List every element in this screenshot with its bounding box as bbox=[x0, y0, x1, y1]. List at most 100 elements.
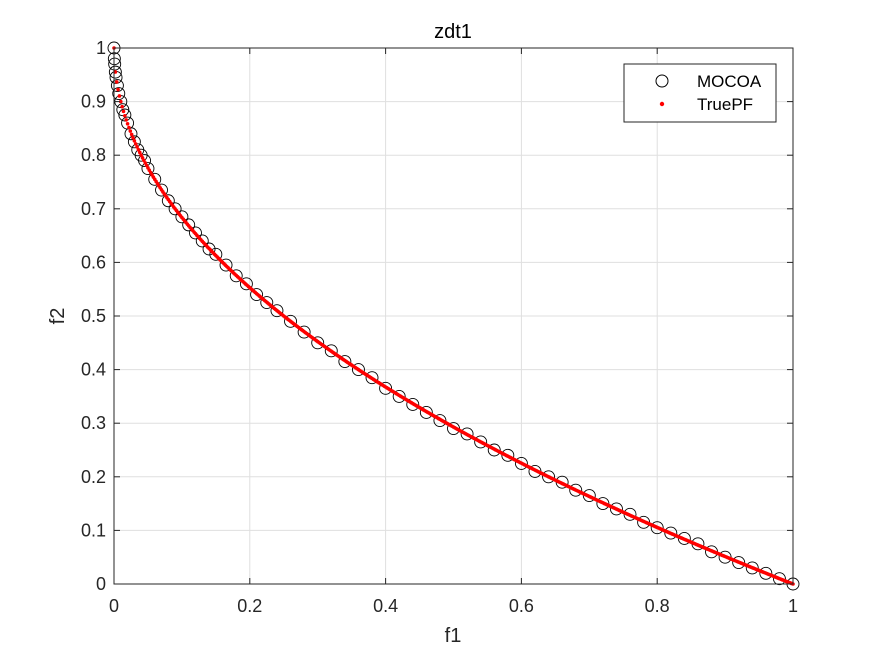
truepf-point bbox=[138, 150, 142, 155]
truepf-point bbox=[135, 145, 139, 149]
truepf-point bbox=[114, 80, 119, 84]
mocoa-point bbox=[260, 296, 274, 310]
legend: MOCOA TruePF bbox=[623, 63, 777, 123]
x-tick-label: 0.6 bbox=[509, 596, 534, 616]
mocoa-point bbox=[514, 456, 528, 470]
y-tick-label: 0 bbox=[96, 574, 106, 594]
mocoa-point bbox=[138, 154, 152, 168]
mocoa-point bbox=[110, 79, 124, 92]
y-tick-label: 0.9 bbox=[81, 92, 106, 112]
mocoa-point bbox=[229, 269, 243, 283]
mocoa-point bbox=[745, 561, 759, 575]
mocoa-point bbox=[460, 427, 474, 441]
truepf-point bbox=[128, 129, 133, 133]
mocoa-point bbox=[124, 127, 138, 141]
mocoa-point bbox=[219, 258, 233, 272]
watermark: 知乎 @IT猿手 bbox=[718, 611, 855, 636]
y-tick-label: 0.2 bbox=[81, 467, 106, 487]
ticks: 0 0.2 0.4 0.6 0.8 1 0 0.1 0.2 0.3 0.4 0.5 0.6 0.7 0.8 0… bbox=[81, 38, 798, 616]
mocoa-point bbox=[419, 406, 433, 419]
chart-title: zdt1 bbox=[434, 21, 472, 43]
x-tick-label: 0.8 bbox=[645, 596, 670, 616]
mocoa-point bbox=[474, 435, 488, 449]
mocoa-point bbox=[406, 397, 420, 411]
truepf-point bbox=[123, 113, 127, 118]
mocoa-point bbox=[148, 172, 162, 186]
legend-label-truepf: TruePF bbox=[697, 95, 753, 114]
mocoa-point bbox=[338, 355, 352, 369]
truepf-point bbox=[129, 132, 134, 137]
mocoa-point bbox=[650, 521, 664, 535]
legend-marker-mocoa bbox=[655, 74, 669, 88]
truepf-point bbox=[132, 139, 137, 143]
legend-marker-truepf bbox=[659, 101, 665, 107]
y-tick-label: 0.7 bbox=[81, 199, 106, 219]
mocoa-point bbox=[175, 210, 189, 224]
y-axis-title: f2 bbox=[47, 308, 69, 325]
truepf-point bbox=[127, 125, 131, 130]
x-tick-label: 0.2 bbox=[237, 596, 262, 616]
y-tick-label: 0.1 bbox=[81, 520, 106, 540]
y-tick-label: 0.3 bbox=[81, 413, 106, 433]
mocoa-point bbox=[542, 470, 556, 484]
mocoa-point bbox=[772, 572, 786, 586]
x-tick-label: 1 bbox=[788, 596, 798, 616]
mocoa-point bbox=[392, 389, 406, 403]
y-tick-label: 1 bbox=[96, 38, 106, 58]
mocoa-point bbox=[202, 242, 216, 256]
mocoa-point bbox=[182, 218, 196, 232]
mocoa-point bbox=[569, 483, 583, 497]
legend-box bbox=[623, 63, 777, 123]
truepf-point bbox=[118, 99, 123, 104]
x-tick-label: 0.4 bbox=[373, 596, 398, 616]
truepf-point bbox=[117, 94, 122, 98]
truepf-point bbox=[136, 147, 141, 152]
mocoa-point bbox=[324, 344, 338, 358]
mocoa-point bbox=[270, 304, 284, 318]
mocoa-point bbox=[365, 371, 379, 385]
mocoa-point bbox=[379, 381, 393, 395]
mocoa-point bbox=[239, 277, 253, 291]
mocoa-point bbox=[284, 314, 297, 328]
x-tick-label: 0 bbox=[109, 596, 119, 616]
mocoa-point bbox=[664, 526, 678, 540]
mocoa-point bbox=[116, 103, 130, 117]
mocoa-point bbox=[610, 502, 623, 516]
mocoa-point bbox=[112, 87, 126, 101]
mocoa-point bbox=[189, 226, 202, 240]
series-layer bbox=[107, 41, 800, 591]
truepf-point bbox=[116, 87, 120, 92]
truepf-point bbox=[131, 135, 135, 140]
mocoa-point bbox=[250, 288, 264, 302]
x-axis-title: f1 bbox=[445, 625, 462, 647]
truepf-point bbox=[125, 122, 130, 126]
mocoa-point bbox=[108, 65, 122, 79]
legend-label-mocoa: MOCOA bbox=[697, 72, 762, 91]
mocoa-point bbox=[127, 135, 141, 149]
truepf-point bbox=[133, 142, 138, 146]
truepf-point bbox=[120, 104, 124, 109]
mocoa-point bbox=[487, 443, 501, 457]
y-tick-label: 0.4 bbox=[81, 360, 106, 380]
mocoa-point bbox=[759, 566, 773, 580]
mocoa-point bbox=[141, 162, 155, 176]
mocoa-point bbox=[155, 183, 168, 197]
y-tick-label: 0.8 bbox=[81, 145, 106, 165]
mocoa-point bbox=[311, 336, 325, 350]
mocoa-point bbox=[108, 57, 122, 71]
mocoa-point bbox=[161, 194, 175, 208]
mocoa-point bbox=[351, 363, 365, 377]
mocoa-point bbox=[195, 234, 209, 248]
truepf-point bbox=[121, 109, 126, 114]
truepf-point bbox=[124, 118, 129, 122]
y-tick-label: 0.6 bbox=[81, 252, 106, 272]
mocoa-point bbox=[297, 325, 311, 339]
mocoa-point bbox=[501, 448, 515, 462]
mocoa-point bbox=[168, 202, 182, 216]
y-tick-label: 0.5 bbox=[81, 306, 106, 326]
mocoa-point bbox=[433, 414, 447, 427]
mocoa-point bbox=[209, 247, 223, 261]
truepf-point bbox=[139, 153, 143, 157]
mocoa-point bbox=[732, 556, 746, 570]
